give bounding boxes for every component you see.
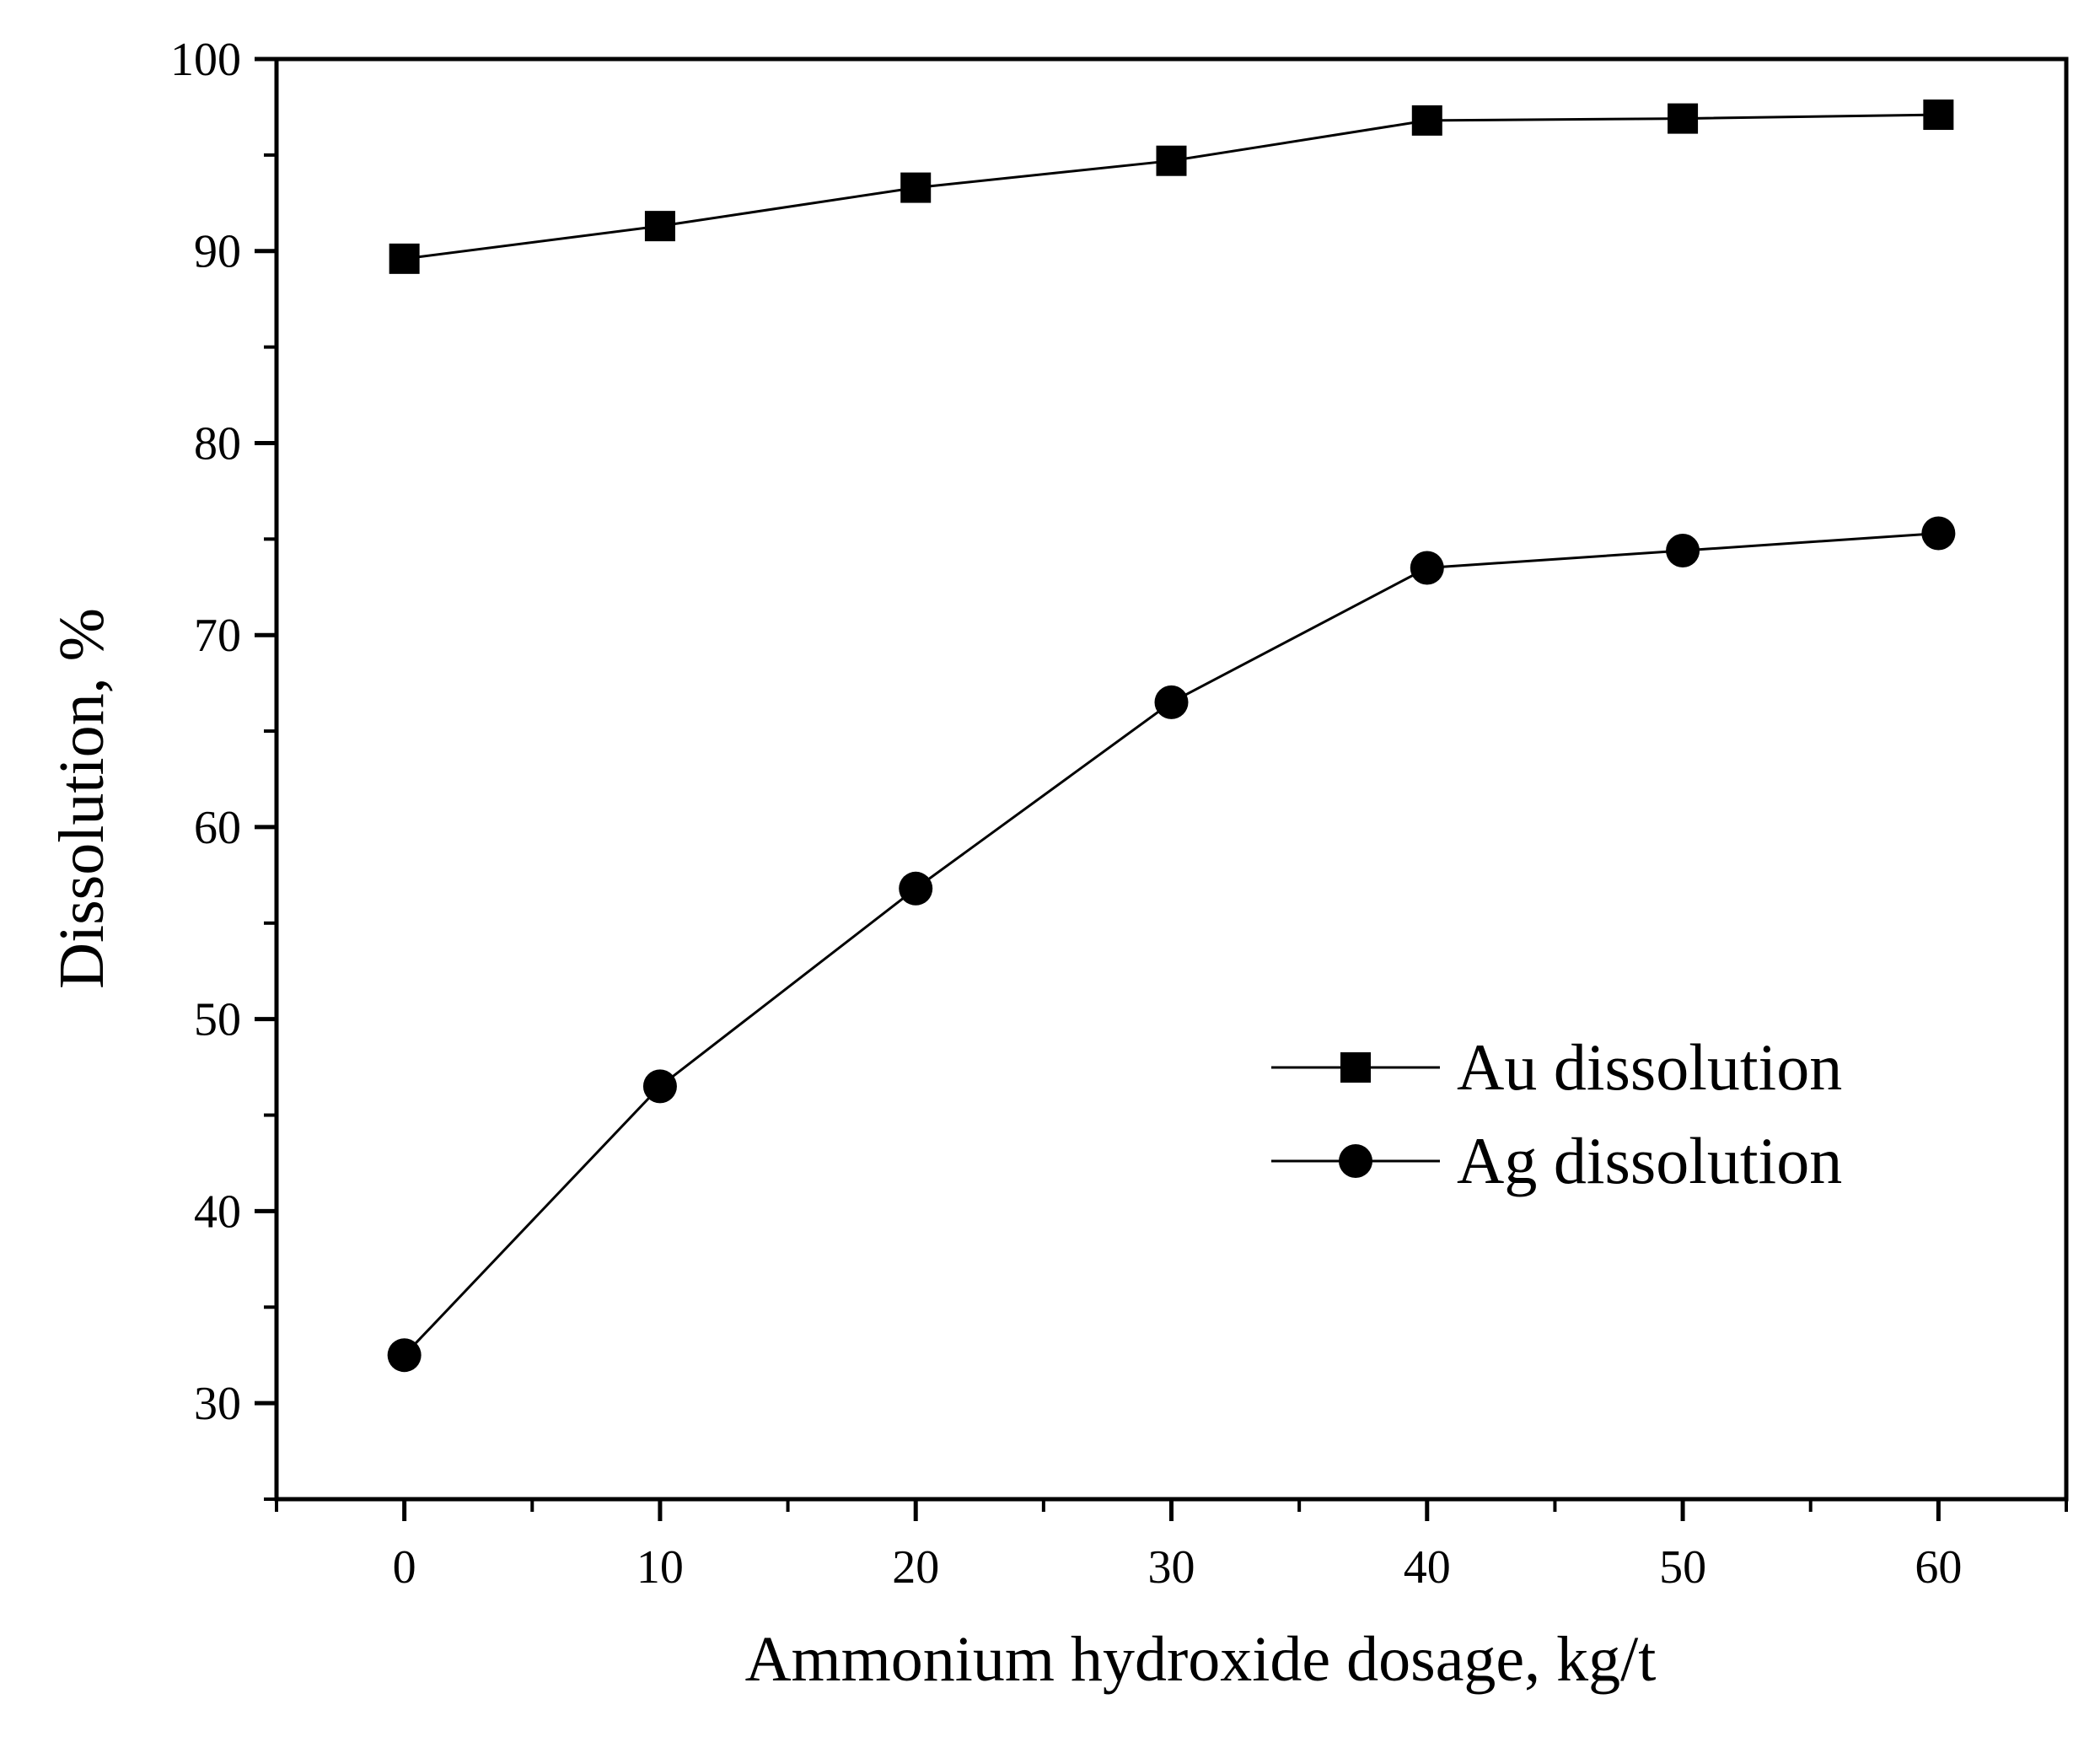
- y-tick-label: 50: [194, 994, 241, 1046]
- y-tick-label: 60: [194, 802, 241, 854]
- au-series-line: [404, 113, 1939, 261]
- series-group: [387, 99, 1956, 1373]
- y-tick-label: 30: [194, 1378, 241, 1430]
- au-data-point: [1411, 105, 1442, 136]
- ag-series-line: [403, 532, 1939, 1357]
- y-tick-label: 80: [194, 417, 241, 470]
- au-data-point: [1156, 145, 1187, 176]
- axis-ticks: [255, 56, 2068, 1521]
- x-tick-label: 10: [636, 1541, 684, 1594]
- x-tick-label: 40: [1404, 1541, 1451, 1594]
- legend: Au dissolution Ag dissolution: [1271, 1030, 1842, 1197]
- plot-frame: [274, 56, 2069, 1502]
- x-axis-title: Ammonium hydroxide dosage, kg/t: [745, 1624, 1657, 1695]
- x-tick-label: 20: [892, 1541, 939, 1594]
- ag-data-point: [1921, 516, 1956, 551]
- x-tick-label: 30: [1148, 1541, 1195, 1594]
- ag-data-point: [642, 1069, 677, 1104]
- ag-data-point: [899, 871, 933, 906]
- y-axis-title: Dissolution, %: [46, 608, 117, 989]
- ag-data-point: [1410, 551, 1444, 585]
- au-data-point: [900, 172, 932, 203]
- ag-data-point: [387, 1338, 422, 1373]
- y-tick-label: 90: [194, 226, 241, 278]
- au-data-point: [644, 211, 675, 242]
- tick-labels: 0 10 20 30 40 50 60 30 40 50 60 70 80 90 100: [170, 34, 1962, 1594]
- au-data-point: [1923, 99, 1954, 131]
- legend-au-marker: [1340, 1052, 1371, 1083]
- x-tick-label: 60: [1915, 1541, 1962, 1594]
- legend-ag-label: Ag dissolution: [1457, 1124, 1842, 1197]
- x-tick-label: 50: [1659, 1541, 1706, 1594]
- y-tick-label: 70: [194, 610, 241, 662]
- legend-ag-marker: [1339, 1144, 1372, 1178]
- ag-data-point: [1154, 685, 1189, 719]
- legend-au-label: Au dissolution: [1457, 1030, 1842, 1104]
- y-tick-label: 100: [170, 34, 241, 86]
- y-tick-label: 40: [194, 1186, 241, 1238]
- au-data-point: [389, 243, 420, 274]
- plot-area-border: [274, 56, 2069, 1502]
- x-tick-label: 0: [393, 1541, 416, 1594]
- ag-data-point: [1666, 533, 1700, 567]
- au-data-point: [1668, 103, 1699, 134]
